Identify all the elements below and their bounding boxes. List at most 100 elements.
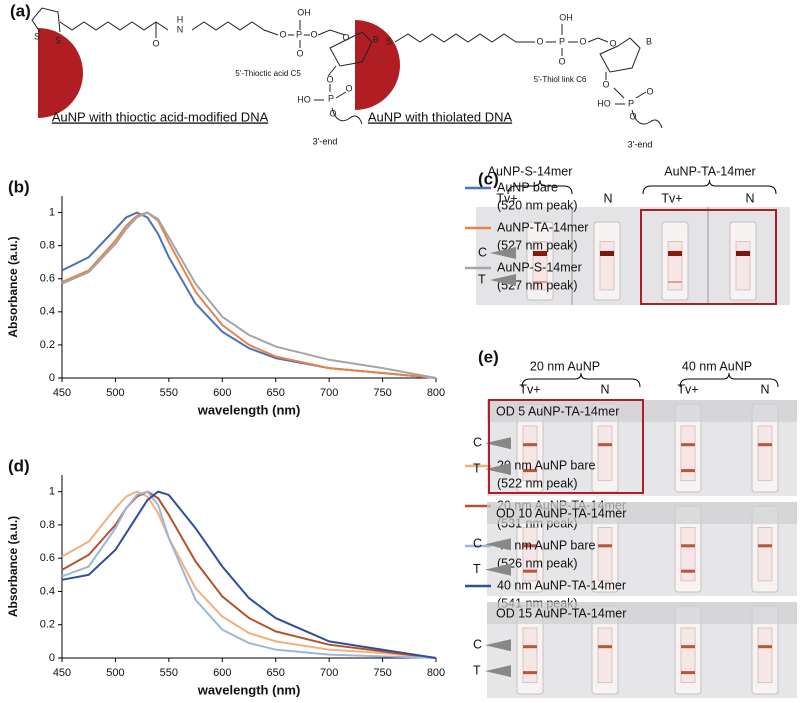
- atom: O: [629, 111, 636, 121]
- band: [681, 569, 695, 573]
- y-tick-label: 0.6: [40, 552, 55, 564]
- column-label: N: [760, 382, 769, 396]
- legend-label: 40 nm AuNP-TA-14mer: [497, 578, 626, 592]
- strips: [516, 221, 779, 695]
- line-label: T: [473, 663, 481, 677]
- atom: P: [628, 98, 634, 108]
- x-tick-label: 600: [213, 387, 231, 399]
- band: [523, 469, 537, 473]
- band: [681, 671, 695, 675]
- x-tick-label: 650: [267, 667, 285, 679]
- strip-window: [522, 527, 538, 582]
- arrow: [485, 538, 511, 551]
- legend-label: 20 nm AuNP bare: [497, 458, 595, 472]
- line-label: C: [478, 245, 487, 259]
- band: [523, 569, 537, 573]
- group-label: AuNP-TA-14mer: [664, 164, 755, 178]
- band: [523, 443, 537, 447]
- strip-window: [597, 425, 613, 482]
- atom: O: [329, 108, 336, 118]
- arrow: [490, 274, 516, 286]
- strip-window: [757, 527, 773, 582]
- line-label: C: [473, 537, 482, 551]
- atom: OH: [559, 12, 573, 22]
- y-tick-label: 0.4: [40, 306, 55, 318]
- group-label: AuNP-S-14mer: [488, 164, 573, 178]
- band: [523, 671, 537, 675]
- series-line: [61, 211, 437, 379]
- column-label: N: [600, 382, 609, 396]
- x-tick-label: 700: [320, 387, 338, 399]
- series-line: [61, 490, 437, 659]
- band: [681, 443, 695, 447]
- x-tick-label: 750: [373, 667, 391, 679]
- brace: [521, 372, 641, 388]
- legend-note: (526 nm peak): [497, 556, 578, 570]
- y-tick-label: 1: [49, 486, 55, 498]
- end-label: 3'-end: [628, 139, 653, 149]
- atom: P: [328, 93, 334, 103]
- x-tick-label: 650: [267, 387, 285, 399]
- atom: OH: [297, 7, 311, 17]
- x-axis-title: wavelength (nm): [197, 682, 301, 697]
- band: [681, 645, 695, 649]
- highlight-box: [640, 209, 777, 305]
- atom: B: [646, 36, 652, 46]
- atom: O: [579, 36, 586, 46]
- band: [598, 645, 612, 649]
- caption: AuNP with thioctic acid-modified DNA: [52, 109, 269, 124]
- line-label: C: [473, 435, 482, 449]
- y-tick-label: 0: [49, 652, 55, 664]
- x-tick-label: 450: [53, 387, 71, 399]
- row-label: OD 5 AuNP-TA-14mer: [496, 404, 619, 418]
- legend-label: AuNP bare: [497, 180, 558, 194]
- strip-window: [597, 627, 613, 684]
- line-label: C: [473, 637, 482, 651]
- atom: P: [559, 36, 565, 46]
- strip-window: [757, 627, 773, 684]
- brace: [507, 179, 573, 195]
- x-tick-label: 600: [213, 667, 231, 679]
- atom: O: [310, 29, 317, 39]
- arrow: [485, 563, 511, 576]
- atom: P: [296, 29, 302, 39]
- line-label: T: [473, 562, 481, 576]
- y-tick-label: 0.2: [40, 619, 55, 631]
- band: [523, 544, 537, 548]
- legend-note: (527 nm peak): [497, 278, 578, 292]
- atom: O: [279, 29, 286, 39]
- y-tick-label: 0.2: [40, 339, 55, 351]
- x-tick-label: 800: [427, 667, 445, 679]
- strip-window: [680, 425, 696, 482]
- column-label: Tv+: [661, 191, 682, 205]
- structure-drawing: [31, 7, 663, 129]
- y-tick-label: 0.6: [40, 273, 55, 285]
- x-tick-label: 500: [106, 667, 124, 679]
- panel-label: (c): [478, 169, 499, 188]
- band: [533, 251, 547, 256]
- x-tick-label: 700: [320, 667, 338, 679]
- column-label: Tv+: [677, 382, 698, 396]
- x-axis-title: wavelength (nm): [197, 402, 301, 417]
- atom: O: [326, 74, 333, 84]
- atom: O: [536, 36, 543, 46]
- band: [736, 251, 750, 256]
- y-tick-label: 0.8: [40, 240, 55, 252]
- legend-note: (520 nm peak): [497, 198, 578, 212]
- arrow: [485, 665, 511, 678]
- strip-window: [735, 241, 751, 291]
- series-line: [61, 490, 437, 659]
- strip-window: [522, 425, 538, 482]
- panel-label: (a): [10, 1, 31, 20]
- band: [758, 645, 772, 649]
- atom: O: [152, 38, 159, 48]
- strip-window: [757, 425, 773, 482]
- band: [758, 544, 772, 548]
- band: [668, 251, 682, 256]
- band: [668, 281, 682, 283]
- atom: O: [345, 83, 352, 93]
- atom: O: [602, 79, 609, 89]
- band: [598, 443, 612, 447]
- end-label: 3'-end: [313, 136, 338, 146]
